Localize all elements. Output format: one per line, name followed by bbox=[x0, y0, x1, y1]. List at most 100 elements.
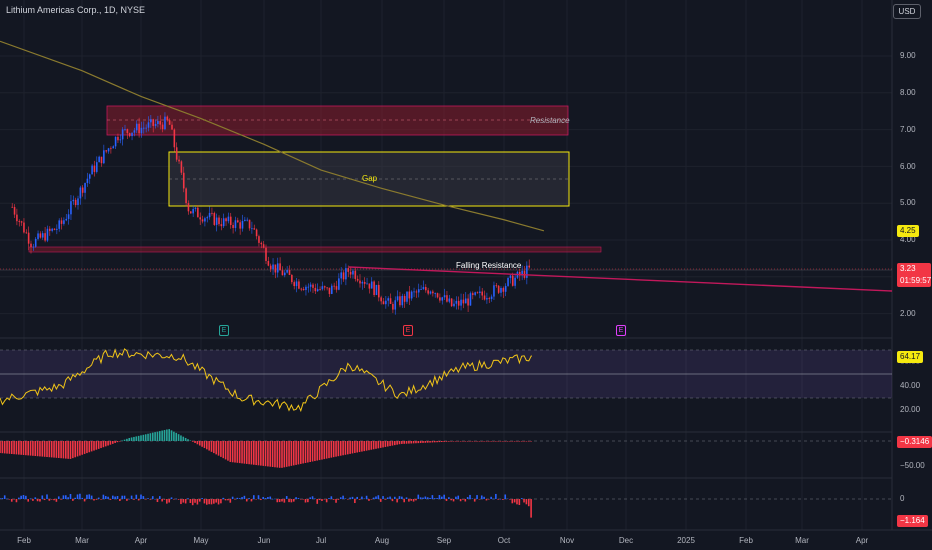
oscillator-bar bbox=[495, 493, 497, 499]
oscillator-bar bbox=[69, 493, 72, 499]
candle-body bbox=[107, 148, 110, 152]
macd-bar bbox=[123, 439, 126, 441]
candle-body bbox=[342, 272, 345, 280]
macd-bar bbox=[104, 441, 107, 447]
candle-body bbox=[509, 275, 512, 279]
macd-bar bbox=[516, 441, 518, 442]
candle-body bbox=[185, 188, 187, 204]
candle-body bbox=[88, 174, 91, 179]
oscillator-bar bbox=[267, 497, 269, 499]
macd-bar bbox=[410, 441, 413, 444]
candle-body bbox=[500, 287, 502, 293]
macd-bar bbox=[95, 441, 98, 450]
time-tick: May bbox=[193, 536, 209, 545]
candle-body bbox=[159, 121, 162, 125]
oscillator-bar bbox=[109, 499, 112, 500]
macd-bar bbox=[74, 441, 76, 458]
macd-bar bbox=[107, 441, 109, 446]
oscillator-bar bbox=[180, 499, 182, 505]
candle-body bbox=[154, 124, 157, 126]
macd-bar bbox=[408, 441, 410, 444]
macd-bar bbox=[396, 441, 398, 445]
macd-bar bbox=[527, 441, 530, 442]
earnings-marker[interactable]: E bbox=[616, 325, 626, 336]
macd-bar bbox=[523, 441, 525, 442]
macd-bar bbox=[3, 441, 6, 454]
oscillator-bar bbox=[328, 498, 330, 499]
oscillator-bar bbox=[29, 498, 32, 499]
candle-body bbox=[464, 298, 467, 304]
candle-body bbox=[93, 165, 96, 172]
candle-body bbox=[314, 287, 317, 292]
resistance-zone[interactable] bbox=[106, 105, 569, 136]
macd-bar bbox=[300, 441, 302, 464]
oscillator-bar bbox=[241, 497, 243, 499]
oscillator-bar bbox=[156, 499, 159, 503]
earnings-marker[interactable]: E bbox=[219, 325, 229, 336]
oscillator-bar bbox=[262, 496, 264, 499]
candle-body bbox=[392, 303, 394, 310]
oscillator-bar bbox=[213, 499, 215, 504]
macd-bar bbox=[177, 434, 180, 441]
candle-body bbox=[378, 284, 380, 298]
oscillator-bar bbox=[93, 499, 95, 501]
macd-bar bbox=[8, 441, 11, 454]
oscillator-bar bbox=[151, 496, 154, 499]
macd-bar bbox=[102, 441, 105, 448]
oscillator-bar bbox=[438, 495, 441, 499]
currency-button[interactable]: USD bbox=[893, 4, 921, 19]
oscillator-bar bbox=[220, 499, 222, 504]
candle-body bbox=[352, 270, 354, 275]
macd-bar bbox=[431, 441, 434, 443]
earnings-marker[interactable]: E bbox=[403, 325, 413, 336]
macd-bar bbox=[525, 441, 528, 442]
candle-body bbox=[448, 298, 451, 302]
macd-bar bbox=[417, 441, 420, 444]
candle-body bbox=[152, 119, 154, 126]
oscillator-bar bbox=[347, 499, 349, 500]
macd-bar bbox=[201, 441, 203, 447]
candle-body bbox=[298, 281, 300, 289]
macd-bar bbox=[485, 441, 488, 442]
candle-body bbox=[312, 284, 314, 288]
moving-average-line bbox=[0, 40, 545, 232]
macd-bar bbox=[502, 441, 504, 442]
macd-bar bbox=[419, 441, 422, 444]
macd-bar bbox=[349, 441, 351, 454]
macd-bar bbox=[455, 441, 457, 442]
time-tick: Apr bbox=[855, 536, 869, 545]
oscillator-bar bbox=[95, 499, 98, 500]
symbol-title[interactable]: Lithium Americas Corp., 1D, NYSE bbox=[6, 5, 146, 15]
support-band[interactable] bbox=[28, 246, 602, 253]
candle-body bbox=[427, 290, 429, 294]
candle-body bbox=[46, 228, 49, 241]
falling-resistance-line[interactable] bbox=[348, 266, 893, 292]
oscillator-bar bbox=[206, 499, 208, 505]
candle-body bbox=[234, 220, 237, 228]
macd-bar bbox=[86, 441, 88, 454]
macd-bar bbox=[365, 441, 368, 451]
macd-bar bbox=[297, 441, 300, 465]
macd-bar bbox=[180, 435, 182, 441]
candle-body bbox=[248, 219, 251, 229]
macd-bar bbox=[90, 441, 93, 452]
time-tick: Mar bbox=[795, 536, 809, 545]
candle-body bbox=[60, 220, 63, 224]
candle-body bbox=[182, 172, 185, 189]
macd-bar bbox=[57, 441, 60, 459]
oscillator-bar bbox=[405, 497, 408, 499]
macd-bar bbox=[236, 441, 239, 463]
candle-body bbox=[457, 300, 460, 306]
macd-bar bbox=[342, 441, 344, 456]
time-tick: Dec bbox=[618, 536, 634, 545]
candle-body bbox=[380, 297, 382, 302]
candle-body bbox=[131, 132, 133, 137]
macd-bar bbox=[156, 431, 159, 441]
oscillator-bar bbox=[50, 499, 53, 500]
candle-body bbox=[521, 270, 523, 276]
macd-bar bbox=[372, 441, 375, 450]
candle-body bbox=[192, 208, 194, 214]
oscillator-bar bbox=[464, 499, 467, 502]
macd-bar bbox=[267, 441, 269, 467]
